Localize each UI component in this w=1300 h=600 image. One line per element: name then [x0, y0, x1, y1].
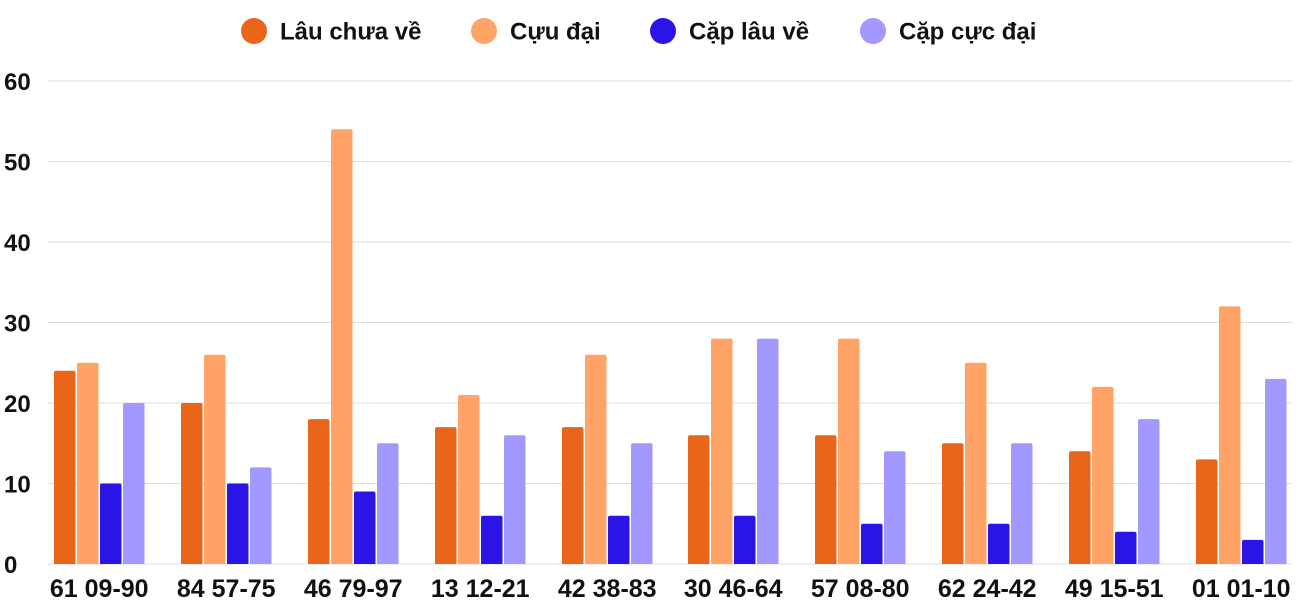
bar [734, 515, 756, 564]
bar [1011, 443, 1033, 564]
legend-marker [860, 18, 886, 44]
bar [100, 483, 122, 564]
bar [884, 451, 906, 564]
bar [757, 338, 779, 564]
x-tick-label: 84 57-75 [177, 575, 276, 600]
legend-marker [650, 18, 676, 44]
y-axis: 0 10 20 30 40 50 60 [4, 69, 31, 579]
bar [250, 467, 272, 564]
bar [54, 370, 76, 564]
bar [711, 338, 733, 564]
bar [331, 129, 353, 565]
bar [1069, 451, 1091, 564]
bar [354, 491, 376, 564]
bar [1092, 386, 1114, 564]
legend: Lâu chưa về Cựu đại Cặp lâu về Cặp cực đại [241, 18, 1036, 46]
y-tick-label: 20 [4, 391, 31, 418]
bar [1242, 539, 1264, 564]
bar [861, 523, 883, 564]
x-axis: 61 09-90 84 57-75 46 79-97 13 12-21 42 38-83… [50, 575, 1291, 600]
legend-marker [241, 18, 267, 44]
bar [585, 354, 607, 564]
bar [1138, 419, 1160, 564]
x-tick-label: 57 08-80 [811, 575, 910, 600]
legend-label: Cặp lâu về [689, 19, 809, 46]
bar [562, 427, 584, 564]
bar [377, 443, 399, 564]
bar [815, 435, 837, 564]
bar [1219, 306, 1241, 564]
bar [458, 394, 480, 564]
legend-label: Lâu chưa về [280, 19, 421, 46]
x-tick-label: 13 12-21 [431, 575, 530, 600]
bar [181, 403, 203, 564]
bar [123, 403, 145, 564]
bar [481, 515, 503, 564]
y-tick-label: 40 [4, 230, 31, 257]
legend-label: Cặp cực đại [899, 19, 1036, 46]
bar [1196, 459, 1218, 564]
bar [308, 419, 330, 564]
y-tick-label: 50 [4, 150, 31, 177]
x-tick-label: 61 09-90 [50, 575, 149, 600]
legend-marker [471, 18, 497, 44]
bar [608, 515, 630, 564]
bar [942, 443, 964, 564]
y-tick-label: 10 [4, 472, 31, 499]
bar [965, 362, 987, 564]
x-tick-label: 42 38-83 [558, 575, 657, 600]
bar [204, 354, 226, 564]
bar [838, 338, 860, 564]
x-tick-label: 30 46-64 [684, 575, 783, 600]
x-tick-label: 01 01-10 [1192, 575, 1291, 600]
x-tick-label: 46 79-97 [304, 575, 403, 600]
bar [988, 523, 1010, 564]
bar [77, 362, 99, 564]
bar [631, 443, 653, 564]
bar [504, 435, 526, 564]
y-tick-label: 30 [4, 311, 31, 338]
bar [1115, 531, 1137, 564]
bar [688, 435, 710, 564]
y-tick-label: 60 [4, 69, 31, 96]
bar [227, 483, 249, 564]
legend-label: Cựu đại [510, 19, 601, 46]
x-tick-label: 49 15-51 [1065, 575, 1164, 600]
bar [1265, 378, 1287, 564]
x-tick-label: 62 24-42 [938, 575, 1037, 600]
bars [54, 129, 1287, 565]
y-tick-label: 0 [4, 552, 17, 579]
bar [435, 427, 457, 564]
